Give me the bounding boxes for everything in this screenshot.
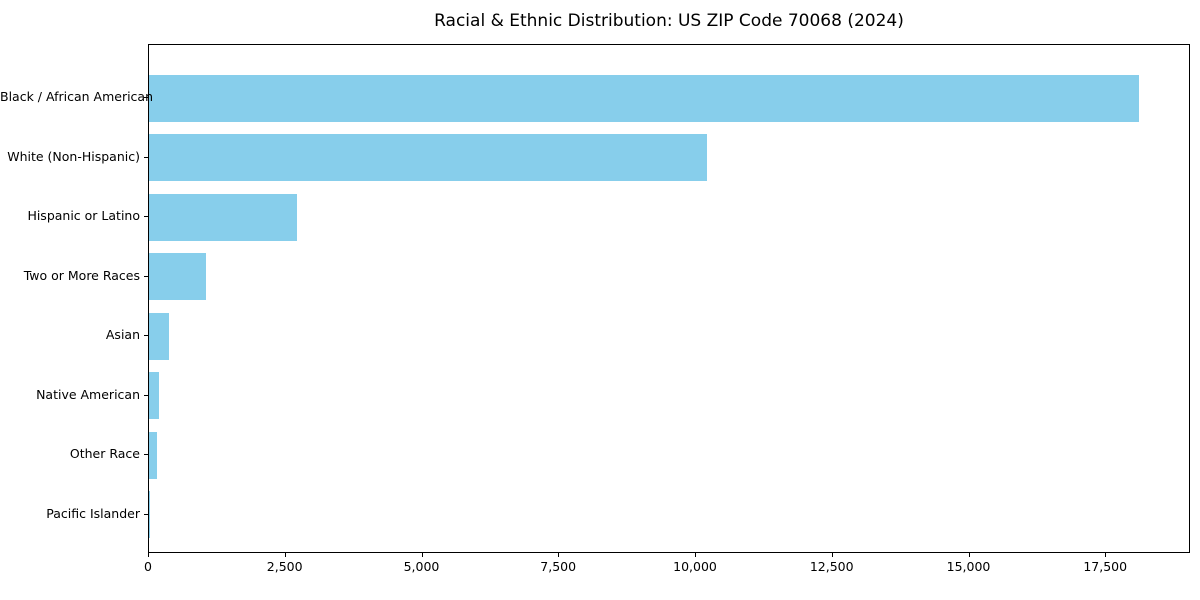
x-axis-tick-label: 17,500	[1083, 559, 1128, 574]
y-tick-mark	[144, 275, 148, 277]
y-axis-label: Pacific Islander	[46, 505, 140, 521]
bar-4	[149, 312, 170, 360]
y-tick-mark	[144, 394, 148, 396]
x-tick-mark	[831, 553, 833, 557]
x-axis-tick-label: 15,000	[946, 559, 991, 574]
x-tick-mark	[421, 553, 423, 557]
x-tick-mark	[1105, 553, 1107, 557]
bar-6	[149, 431, 157, 479]
y-tick-mark	[144, 216, 148, 217]
y-axis-label: Native American	[36, 386, 140, 402]
bar-3	[149, 253, 207, 300]
plot-area	[148, 44, 1190, 553]
bar-2	[149, 193, 297, 241]
x-tick-mark	[284, 553, 286, 557]
x-axis-tick-label: 7,500	[540, 559, 577, 574]
x-tick-mark	[968, 553, 970, 557]
bar-0	[149, 74, 1139, 122]
y-axis-label: Other Race	[69, 446, 140, 461]
x-tick-mark	[695, 553, 696, 557]
y-tick-mark	[144, 513, 148, 515]
bar-7	[149, 491, 150, 538]
x-axis-tick-label: 10,000	[673, 559, 717, 574]
y-axis-label: Asian	[105, 327, 140, 342]
y-tick-mark	[144, 156, 148, 158]
chart-title: Racial & Ethnic Distribution: US ZIP Cod…	[434, 11, 904, 31]
y-axis-label: Two or More Races	[23, 267, 140, 283]
y-tick-mark	[144, 335, 148, 336]
x-axis-tick-label: 0	[144, 559, 152, 574]
x-tick-mark	[558, 553, 560, 557]
y-axis-label: Hispanic or Latino	[27, 208, 140, 223]
y-axis-label: White (Non-Hispanic)	[7, 148, 140, 164]
bar-5	[149, 372, 159, 419]
y-tick-mark	[144, 454, 148, 455]
x-axis-tick-label: 12,500	[809, 559, 854, 574]
y-tick-mark	[144, 97, 148, 98]
y-axis-label: Black / African American	[0, 89, 154, 104]
x-axis-tick-label: 2,500	[266, 559, 303, 574]
x-tick-mark	[148, 553, 149, 557]
bar-1	[149, 134, 707, 181]
x-axis-tick-label: 5,000	[403, 559, 440, 574]
